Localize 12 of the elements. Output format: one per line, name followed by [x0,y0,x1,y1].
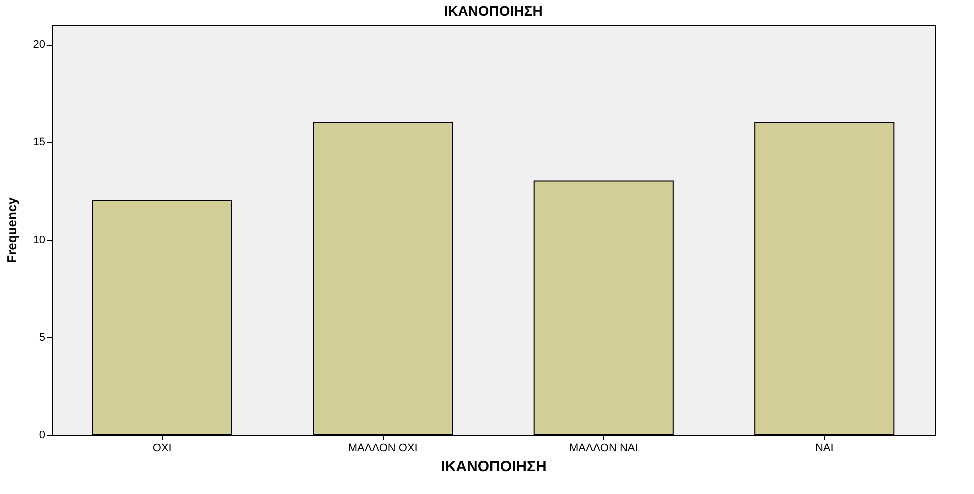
x-tick-label: ΜΑΛΛΟΝ ΟΧΙ [348,442,418,454]
y-axis-title: Frequency [4,196,20,264]
y-tick-label: 20 [33,39,46,52]
y-tick-label: 15 [33,136,46,149]
x-axis-title: ΙΚΑΝΟΠΟΙΗΣΗ [441,458,547,476]
y-tick-label: 5 [39,332,46,344]
y-tick-label: 0 [39,430,46,442]
x-tick-label: ΟΧΙ [152,442,172,454]
y-tick-label: 10 [33,234,46,246]
x-tick-label: ΜΑΛΛΟΝ ΝΑΙ [569,442,638,454]
x-tick-label: ΝΑΙ [815,442,834,454]
chart-title: ΙΚΑΝΟΠΟΙΗΣΗ [444,3,543,19]
